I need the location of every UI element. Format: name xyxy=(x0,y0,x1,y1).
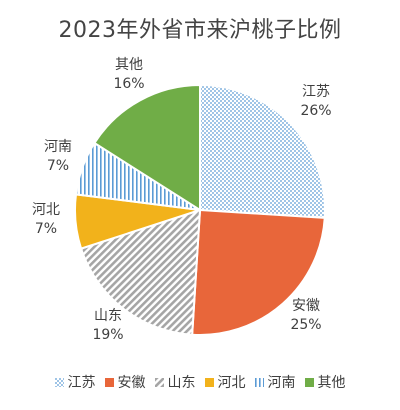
slice-label-value: 26% xyxy=(300,103,332,119)
slice-label-name: 河北 xyxy=(32,202,60,218)
legend-swatch xyxy=(204,377,214,387)
pie-slice-2 xyxy=(191,208,326,336)
slice-label-name: 河南 xyxy=(44,139,72,155)
slice-label-value: 25% xyxy=(290,317,322,333)
pie-slice-1 xyxy=(199,83,326,219)
slice-label-value: 19% xyxy=(92,327,124,343)
slice-label-value: 7% xyxy=(34,221,58,237)
slice-label-4: 河北 7% xyxy=(26,201,66,239)
chart-title: 2023年外省市来沪桃子比例 xyxy=(58,18,342,43)
pie-slice-3 xyxy=(79,208,202,336)
slice-label-2: 安徽 25% xyxy=(286,297,326,335)
slice-label-5: 河南 7% xyxy=(38,138,78,176)
legend-item-1: 江苏 xyxy=(54,372,96,392)
slice-label-1: 江苏 26% xyxy=(296,83,336,121)
slice-label-name: 山东 xyxy=(94,308,122,324)
legend-label: 河北 xyxy=(217,375,246,391)
slice-label-3: 山东 19% xyxy=(88,307,128,345)
legend-swatch xyxy=(154,377,164,387)
pie-slice-6 xyxy=(93,83,201,212)
legend-label: 河南 xyxy=(267,375,296,391)
legend-item-2: 安徽 xyxy=(104,372,146,392)
chart-legend: 江苏 安徽 山东 河北 河南 其他 xyxy=(0,372,400,392)
legend-label: 山东 xyxy=(167,375,196,391)
legend-swatch xyxy=(104,377,114,387)
legend-item-3: 山东 xyxy=(154,372,196,392)
legend-item-5: 河南 xyxy=(254,372,296,392)
legend-item-4: 河北 xyxy=(204,372,246,392)
legend-label: 江苏 xyxy=(67,375,96,391)
legend-label: 安徽 xyxy=(117,375,146,391)
slice-label-name: 江苏 xyxy=(302,84,330,100)
legend-swatch xyxy=(54,377,64,387)
legend-label: 其他 xyxy=(317,375,346,391)
slice-label-name: 其他 xyxy=(115,57,143,73)
legend-swatch xyxy=(304,377,314,387)
slice-label-value: 7% xyxy=(46,158,70,174)
slice-label-name: 安徽 xyxy=(292,298,320,314)
slice-label-6: 其他 16% xyxy=(109,56,149,94)
legend-swatch xyxy=(254,377,264,387)
legend-item-6: 其他 xyxy=(304,372,346,392)
slice-label-value: 16% xyxy=(113,76,145,92)
